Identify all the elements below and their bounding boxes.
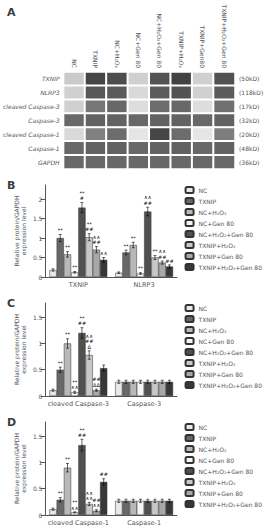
svg-text:(17kD): (17kD) (239, 103, 259, 110)
svg-text:**: ** (58, 360, 64, 366)
svg-text:TXNIP+H₂O₂+Gen 80: TXNIP+H₂O₂+Gen 80 (221, 4, 228, 69)
svg-text:**: ** (72, 264, 78, 270)
svg-text:Caspase-1: Caspase-1 (127, 519, 161, 527)
svg-text:NC+H₂O₂+Gen 80: NC+H₂O₂+Gen 80 (199, 231, 254, 238)
svg-text:NC+H₂O₂: NC+H₂O₂ (199, 327, 227, 334)
svg-text:1.5: 1.5 (33, 314, 43, 321)
svg-text:NC+H₂O₂+Gen 80: NC+H₂O₂+Gen 80 (156, 14, 163, 69)
svg-text:cleaved Caspase-1: cleaved Caspase-1 (48, 519, 109, 527)
svg-text:∧∧: ∧∧ (71, 384, 79, 390)
svg-text:cleaved Caspase-1: cleaved Caspase-1 (3, 131, 60, 139)
svg-text:1: 1 (39, 340, 43, 347)
svg-text:NC+Gen 80: NC+Gen 80 (199, 220, 235, 227)
svg-text:1: 1 (39, 235, 43, 242)
svg-text:TXNIP: TXNIP (198, 316, 217, 323)
svg-text:NC+Gen 80: NC+Gen 80 (199, 338, 235, 345)
svg-text:##: ## (92, 239, 100, 245)
svg-text:0.5: 0.5 (33, 366, 43, 373)
svg-text:NC+H₂O₂: NC+H₂O₂ (114, 40, 121, 68)
svg-text:0: 0 (39, 512, 43, 519)
svg-text:NLRP3: NLRP3 (134, 281, 155, 289)
svg-text:ΔΔ: ΔΔ (93, 382, 100, 388)
svg-text:TXNIP: TXNIP (198, 435, 217, 442)
svg-text:**: ** (65, 456, 71, 462)
svg-text:NC+H₂O₂: NC+H₂O₂ (199, 446, 227, 453)
svg-text:Relative protein/GAPDH: Relative protein/GAPDH (13, 195, 21, 267)
svg-text:TXNIP+H₂O₂: TXNIP+H₂O₂ (198, 360, 236, 367)
svg-text:(32kD): (32kD) (239, 117, 259, 124)
svg-text:TXNIP+H₂O₂+Gen 80: TXNIP+H₂O₂+Gen 80 (198, 264, 263, 271)
svg-text:**: ** (65, 331, 71, 337)
svg-text:1: 1 (39, 459, 43, 466)
svg-text:TXNIP: TXNIP (42, 75, 60, 82)
svg-text:1.5: 1.5 (33, 433, 43, 440)
svg-text:Relative protein/GAPDH: Relative protein/GAPDH (13, 314, 21, 385)
svg-text:0.5: 0.5 (33, 254, 43, 261)
svg-text:Δ: Δ (87, 344, 91, 350)
svg-text:**: ** (58, 227, 64, 233)
svg-text:NC: NC (199, 305, 208, 312)
svg-text:NLRP3: NLRP3 (40, 89, 60, 96)
svg-text:**: ** (138, 265, 144, 271)
svg-text:TXNIP+H₂O₂+Gen 80: TXNIP+H₂O₂+Gen 80 (198, 501, 263, 508)
svg-text:2: 2 (39, 196, 43, 203)
svg-text:Caspase-1: Caspase-1 (28, 145, 59, 153)
svg-text:(118kD): (118kD) (239, 89, 263, 96)
svg-text:(36kD): (36kD) (239, 159, 259, 166)
svg-text:**: ** (131, 235, 137, 241)
svg-text:(48kD): (48kD) (239, 145, 259, 152)
svg-text:C: C (7, 297, 15, 310)
svg-text:NC+H₂O₂+Gen 80: NC+H₂O₂+Gen 80 (199, 468, 254, 475)
svg-text:TXNIP+Gen 80: TXNIP+Gen 80 (198, 490, 244, 497)
svg-text:#: # (80, 195, 84, 201)
svg-text:**: ** (58, 490, 64, 496)
svg-text:TXNIP+Gen 80: TXNIP+Gen 80 (198, 253, 244, 260)
svg-text:D: D (7, 416, 16, 429)
svg-text:NC: NC (199, 187, 208, 194)
svg-text:GAPDH: GAPDH (38, 159, 60, 166)
svg-text:TXNIP+H₂O₂: TXNIP+H₂O₂ (178, 30, 185, 68)
svg-text:**: ** (65, 244, 71, 250)
svg-text:∧∧: ∧∧ (100, 250, 108, 256)
svg-text:∧∧: ∧∧ (71, 505, 79, 511)
svg-text:0: 0 (39, 274, 43, 281)
svg-text:TXNIP+Gen80: TXNIP+Gen80 (199, 25, 206, 69)
svg-text:(50kD): (50kD) (239, 75, 259, 82)
svg-text:NC+H₂O₂+Gen 80: NC+H₂O₂+Gen 80 (199, 349, 254, 356)
svg-text:##: ## (78, 432, 86, 438)
svg-text:TXNIP: TXNIP (198, 198, 217, 205)
svg-text:cleaved Caspase-3: cleaved Caspase-3 (48, 400, 109, 408)
svg-text:0.5: 0.5 (33, 485, 43, 492)
svg-text:cleaved Caspase-3: cleaved Caspase-3 (3, 103, 60, 111)
svg-text:##: ## (165, 258, 173, 264)
svg-text:(20kD): (20kD) (239, 131, 259, 138)
svg-text:1.5: 1.5 (33, 215, 43, 222)
svg-text:TXNIP: TXNIP (92, 49, 99, 68)
svg-text:##: ## (85, 226, 93, 232)
svg-text:TXNIP+H₂O₂: TXNIP+H₂O₂ (198, 479, 236, 486)
svg-text:Relative protein/GAPDH: Relative protein/GAPDH (13, 433, 21, 504)
svg-text:∧∧: ∧∧ (93, 502, 101, 508)
svg-text:Caspase-3: Caspase-3 (28, 117, 59, 125)
svg-text:##: ## (78, 320, 86, 326)
svg-text:TXNIP+Gen 80: TXNIP+Gen 80 (198, 371, 244, 378)
svg-text:NC+Gen 80: NC+Gen 80 (199, 457, 235, 464)
svg-text:expression level: expression level (20, 444, 28, 493)
svg-text:TXNIP+H₂O₂+Gen 80: TXNIP+H₂O₂+Gen 80 (198, 382, 263, 389)
svg-text:Caspase-3: Caspase-3 (127, 400, 161, 408)
svg-text:NC+Gen 80: NC+Gen 80 (135, 33, 142, 69)
svg-text:A: A (7, 6, 16, 19)
svg-text:expression level: expression level (20, 206, 28, 255)
svg-text:NC: NC (71, 59, 78, 68)
svg-text:NC+H₂O₂: NC+H₂O₂ (199, 209, 227, 216)
svg-text:##: ## (99, 471, 107, 477)
svg-text:expression level: expression level (20, 325, 28, 374)
svg-text:0: 0 (39, 393, 43, 400)
svg-text:**: ** (124, 243, 130, 249)
svg-text:NC: NC (199, 424, 208, 431)
svg-text:TXNIP: TXNIP (68, 281, 88, 289)
svg-text:##: ## (144, 200, 152, 206)
svg-text:B: B (7, 179, 15, 192)
svg-text:TXNIP+H₂O₂: TXNIP+H₂O₂ (198, 242, 236, 249)
